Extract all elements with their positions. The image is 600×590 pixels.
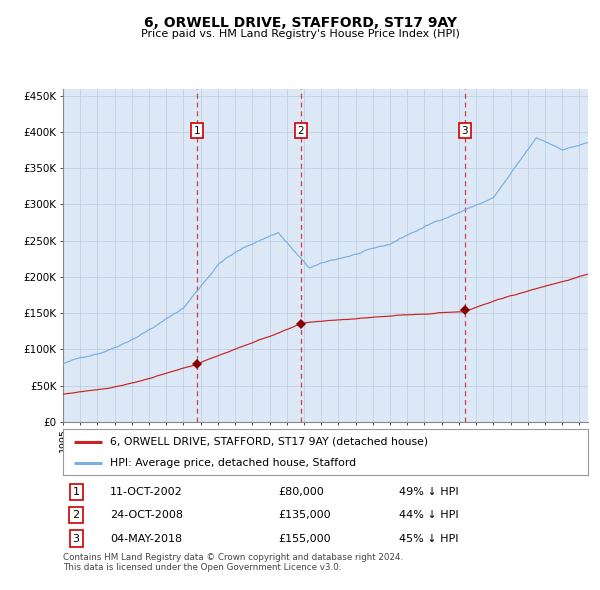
Text: 3: 3 <box>73 533 80 543</box>
Text: 45% ↓ HPI: 45% ↓ HPI <box>399 533 458 543</box>
Text: Price paid vs. HM Land Registry's House Price Index (HPI): Price paid vs. HM Land Registry's House … <box>140 29 460 39</box>
Text: 2: 2 <box>298 126 304 136</box>
Text: £155,000: £155,000 <box>278 533 331 543</box>
Text: 6, ORWELL DRIVE, STAFFORD, ST17 9AY (detached house): 6, ORWELL DRIVE, STAFFORD, ST17 9AY (det… <box>110 437 428 447</box>
Text: 04-MAY-2018: 04-MAY-2018 <box>110 533 182 543</box>
Text: This data is licensed under the Open Government Licence v3.0.: This data is licensed under the Open Gov… <box>63 563 341 572</box>
Text: 1: 1 <box>194 126 200 136</box>
Text: HPI: Average price, detached house, Stafford: HPI: Average price, detached house, Staf… <box>110 458 356 468</box>
Text: 44% ↓ HPI: 44% ↓ HPI <box>399 510 458 520</box>
Text: £80,000: £80,000 <box>278 487 324 497</box>
Text: 49% ↓ HPI: 49% ↓ HPI <box>399 487 458 497</box>
Text: 3: 3 <box>461 126 468 136</box>
Text: 1: 1 <box>73 487 80 497</box>
Text: Contains HM Land Registry data © Crown copyright and database right 2024.: Contains HM Land Registry data © Crown c… <box>63 553 403 562</box>
Text: 11-OCT-2002: 11-OCT-2002 <box>110 487 183 497</box>
Text: 2: 2 <box>73 510 80 520</box>
Text: £135,000: £135,000 <box>278 510 331 520</box>
Text: 6, ORWELL DRIVE, STAFFORD, ST17 9AY: 6, ORWELL DRIVE, STAFFORD, ST17 9AY <box>143 16 457 30</box>
Text: 24-OCT-2008: 24-OCT-2008 <box>110 510 183 520</box>
